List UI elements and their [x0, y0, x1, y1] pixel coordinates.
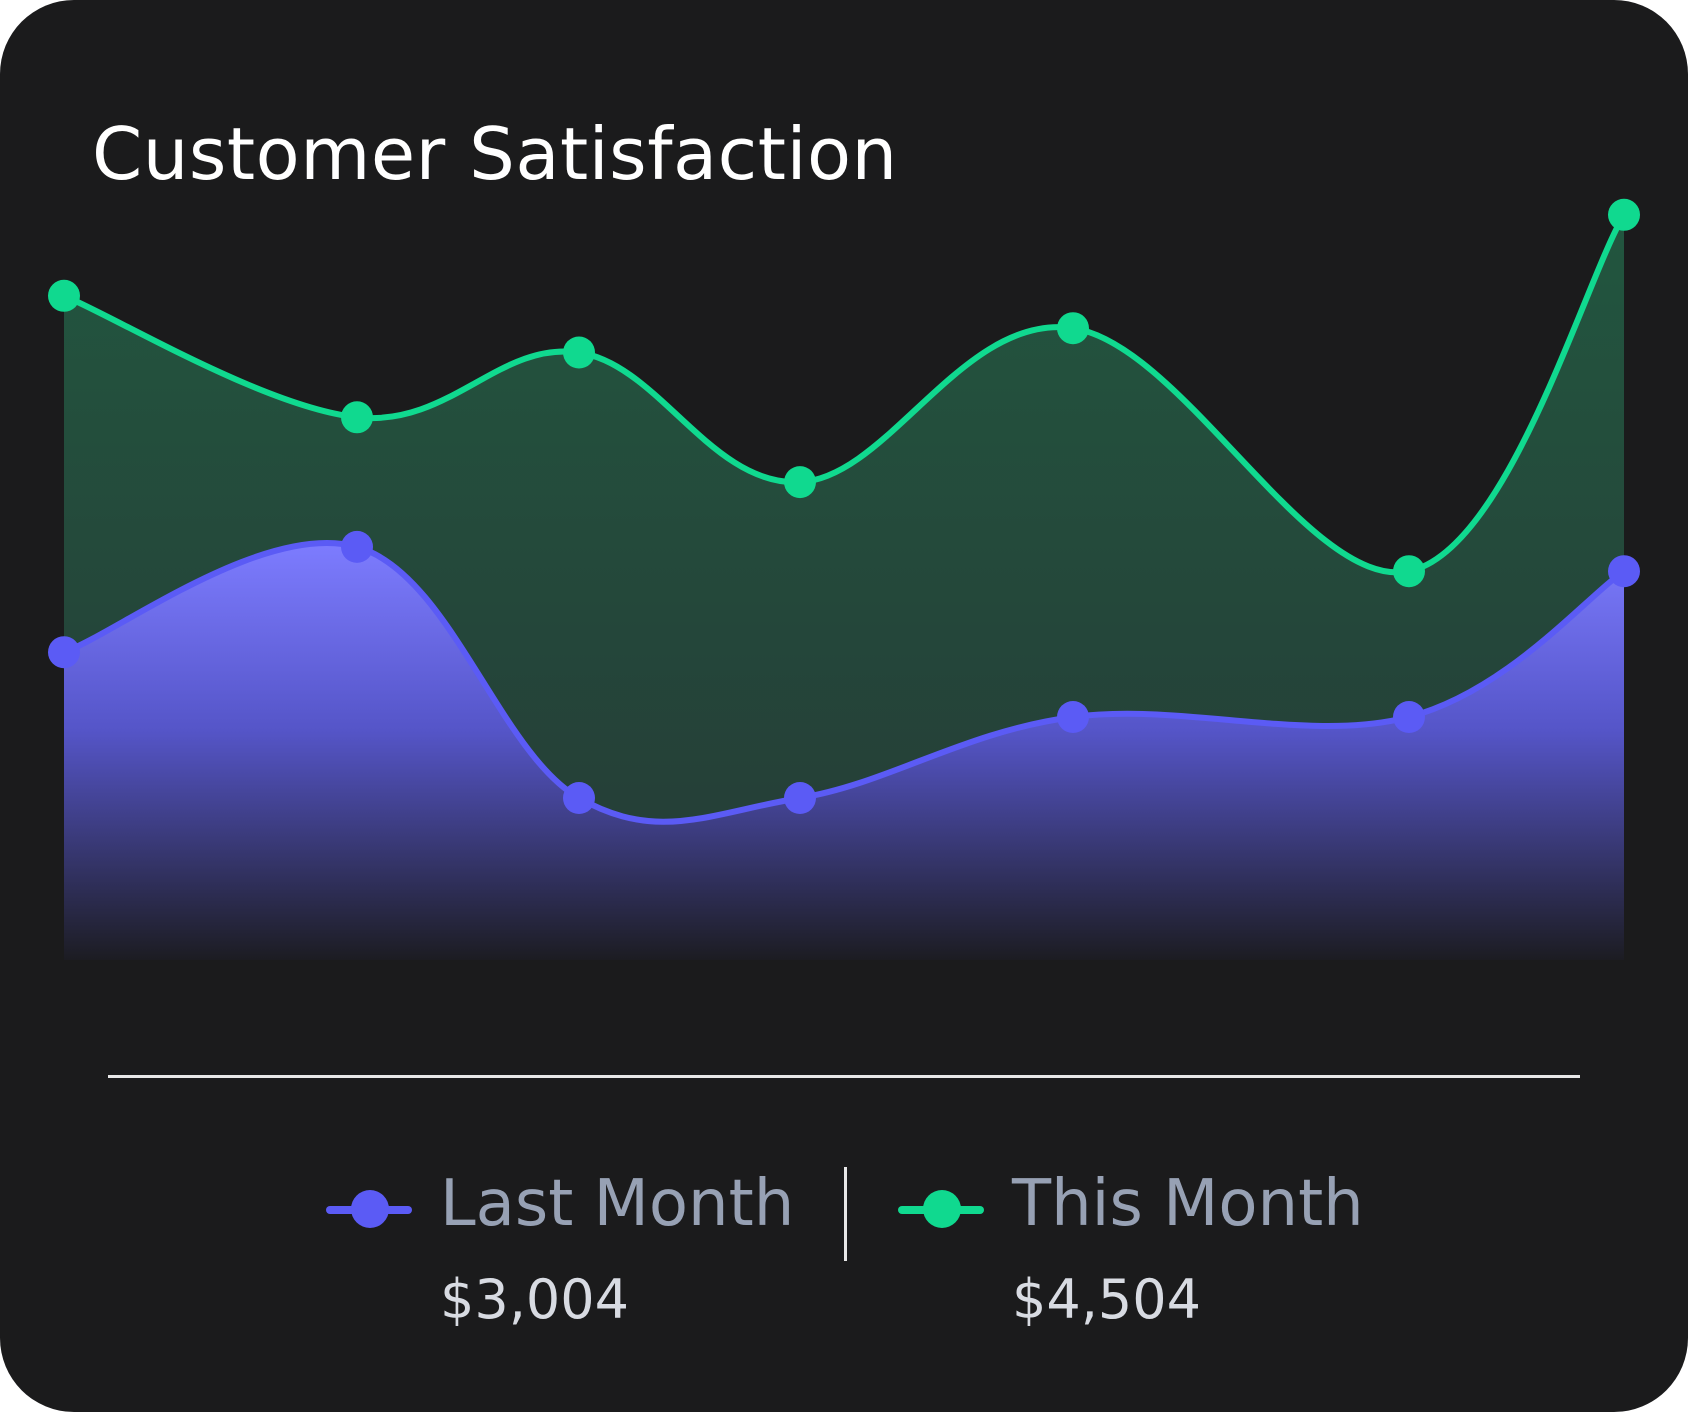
point-last-month-3 — [563, 782, 595, 814]
point-last-month-4 — [784, 782, 816, 814]
legend-value-this-month: $4,504 — [1012, 1268, 1201, 1331]
legend-swatch-this-month — [896, 1190, 986, 1228]
legend-separator — [844, 1167, 847, 1261]
legend-label-last-month: Last Month — [440, 1167, 795, 1241]
point-this-month-2 — [341, 401, 373, 434]
legend-value-last-month: $3,004 — [440, 1268, 629, 1331]
point-last-month-7 — [1608, 555, 1640, 588]
point-this-month-1 — [48, 279, 80, 312]
point-this-month-3 — [563, 336, 595, 369]
point-last-month-2 — [341, 530, 373, 563]
point-last-month-1 — [48, 636, 80, 669]
point-this-month-6 — [1393, 555, 1425, 588]
legend-swatch-last-month — [324, 1190, 414, 1228]
chart-divider — [108, 1075, 1580, 1078]
point-this-month-5 — [1057, 312, 1089, 345]
area-chart — [48, 198, 1640, 961]
point-last-month-5 — [1057, 701, 1089, 733]
area-last-month — [64, 542, 1624, 960]
point-this-month-4 — [784, 466, 816, 499]
point-this-month-7 — [1608, 198, 1640, 231]
point-last-month-6 — [1393, 701, 1425, 733]
chart-title: Customer Satisfaction — [92, 112, 898, 196]
legend-label-this-month: This Month — [1012, 1167, 1364, 1241]
